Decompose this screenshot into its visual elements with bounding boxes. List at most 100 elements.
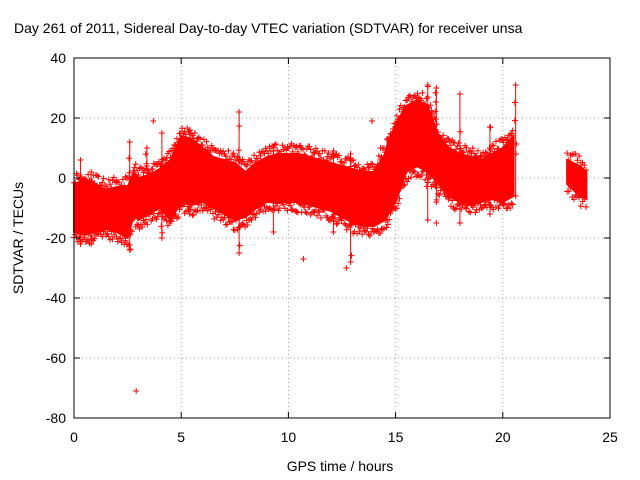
sdtvar-main-point (72, 231, 79, 238)
sdtvar-main-point (408, 174, 415, 181)
grid (74, 58, 610, 418)
sdtvar-main-point (290, 199, 297, 206)
sdtvar-main-point (143, 216, 150, 223)
spike-point (143, 145, 150, 151)
spike-point (158, 130, 165, 136)
sdtvar-main-point (399, 108, 406, 115)
sdtvar-main-point (225, 147, 232, 154)
spike-point (433, 85, 440, 91)
spike-point (384, 168, 391, 175)
spike-point (144, 186, 151, 193)
sdtvar-main-point (383, 224, 390, 231)
sdtvar-main-point (325, 149, 332, 156)
sdtvar-main-point (216, 208, 223, 215)
sdtvar-main-point (409, 98, 416, 105)
sdtvar-main-point (343, 226, 350, 233)
sdtvar-main-point (387, 210, 394, 217)
sdtvar-main-point (341, 159, 348, 166)
sdtvar-main-point (176, 206, 183, 213)
sdtvar-late-point (565, 188, 572, 195)
sdtvar-main-point (500, 201, 507, 208)
sdtvar-main-point (191, 130, 198, 137)
sdtvar-main-point (252, 159, 259, 166)
sdtvar-main-point (105, 233, 112, 240)
sdtvar-main-point (175, 139, 182, 146)
x-tick-label: 25 (602, 429, 618, 445)
x-tick-label: 5 (177, 429, 185, 445)
sdtvar-main-point (351, 163, 358, 170)
spike-point (126, 241, 133, 248)
sdtvar-main-point (303, 210, 310, 217)
sdtvar-main-point (193, 208, 200, 215)
sdtvar-main-point (321, 206, 328, 213)
sdtvar-main-point (460, 149, 467, 156)
sdtvar-main-point (267, 205, 274, 212)
sdtvar-main-point (104, 185, 111, 192)
spike-point (486, 181, 493, 188)
sdtvar-main-point (364, 225, 371, 232)
spike-point (425, 121, 432, 128)
outlier-point (300, 256, 307, 262)
sdtvar-main-point (438, 184, 445, 191)
sdtvar-main-point (182, 208, 189, 215)
sdtvar-main-point (274, 200, 281, 207)
spike-point (384, 217, 391, 223)
sdtvar-main-point (374, 226, 381, 233)
sdtvar-main-point (122, 237, 129, 244)
y-tick-label: -80 (46, 410, 66, 426)
sdtvar-main-point (288, 206, 295, 213)
sdtvar-main-point (472, 153, 479, 160)
sdtvar-main-point (444, 193, 451, 200)
sdtvar-main-point (172, 142, 179, 149)
sdtvar-main-point (215, 211, 222, 218)
sdtvar-late-point (565, 156, 572, 163)
sdtvar-main-point (509, 127, 516, 134)
spike-point (513, 140, 520, 147)
spike-point (87, 213, 94, 220)
sdtvar-main-point (381, 225, 388, 232)
sdtvar-main-point (227, 219, 234, 226)
sdtvar-main-point (465, 208, 472, 215)
sdtvar-main-point (109, 236, 116, 243)
sdtvar-main-point (231, 153, 238, 160)
sdtvar-main-point (440, 132, 447, 139)
sdtvar-main-point (408, 94, 415, 101)
sdtvar-main-point (454, 143, 461, 150)
sdtvar-main-point (81, 175, 88, 182)
sdtvar-main-point (231, 227, 238, 234)
sdtvar-main-point (301, 151, 308, 158)
sdtvar-main-point (248, 157, 255, 164)
sdtvar-main-point (100, 175, 107, 182)
spike-point (126, 139, 133, 145)
sdtvar-main-point (163, 217, 170, 224)
sdtvar-main-point (503, 137, 510, 144)
y-tick-label: 0 (58, 170, 66, 186)
spike-point (331, 175, 338, 182)
spike-point (512, 193, 519, 199)
sdtvar-main-point (400, 104, 407, 111)
sdtvar-main-point (364, 161, 371, 168)
sdtvar-main-point (498, 135, 505, 142)
sdtvar-main-point (122, 173, 129, 180)
sdtvar-main-point (396, 106, 403, 113)
sdtvar-main-point (423, 171, 430, 178)
sdtvar-main-point (400, 182, 407, 189)
sdtvar-main-point (298, 145, 305, 152)
data-series (71, 82, 589, 394)
spike-point (330, 148, 337, 154)
sdtvar-main-point (423, 95, 430, 102)
sdtvar-main-point (269, 207, 276, 214)
sdtvar-main-point (307, 146, 314, 153)
y-tick-label: -60 (46, 350, 66, 366)
sdtvar-main-point (314, 148, 321, 155)
sdtvar-main-point (432, 116, 439, 123)
sdtvar-main-point (405, 175, 412, 182)
spike-point (270, 156, 277, 163)
sdtvar-main-point (98, 231, 105, 238)
spike-point (424, 217, 431, 223)
sdtvar-main-point (355, 161, 362, 168)
spike-point (126, 155, 133, 162)
spike-point (87, 225, 94, 232)
sdtvar-main-point (171, 141, 178, 148)
sdtvar-main-point (432, 182, 439, 189)
